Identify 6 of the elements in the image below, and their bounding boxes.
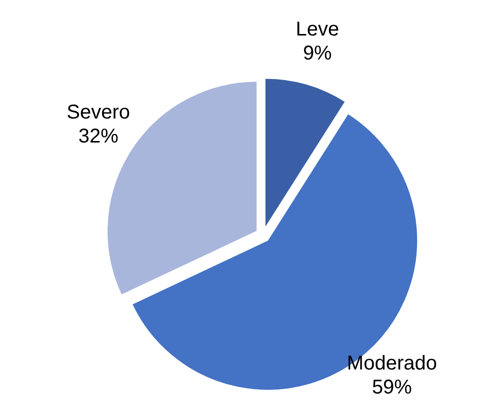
data-label: 32% <box>78 126 119 148</box>
data-label: 9% <box>302 42 332 65</box>
slice-label: Severo <box>66 102 130 124</box>
slice-label: Leve <box>296 18 340 41</box>
data-label: 59% <box>372 376 412 398</box>
slice-label: Moderado <box>346 352 437 374</box>
